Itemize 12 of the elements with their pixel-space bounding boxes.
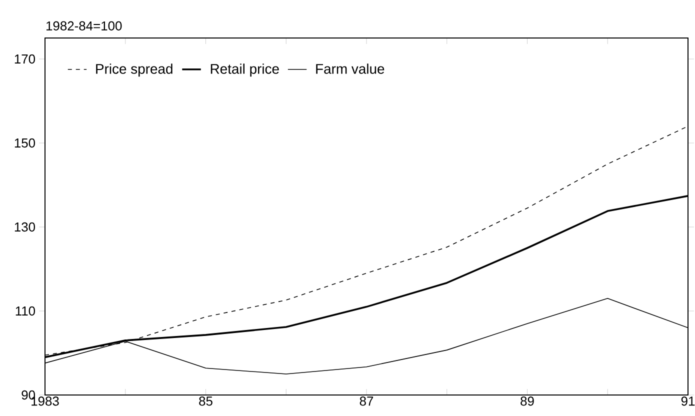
y-tick-label: 150 <box>14 138 36 148</box>
legend-label: Retail price <box>210 64 279 77</box>
x-tick-label: 87 <box>360 396 374 406</box>
y-axis-title: 1982-84=100 <box>46 21 122 30</box>
legend-label: Farm value <box>316 64 384 74</box>
x-tick-label: 85 <box>199 396 212 406</box>
y-tick-label: 170 <box>14 54 36 64</box>
x-tick-label: 89 <box>520 396 534 406</box>
y-tick-label: 130 <box>14 222 36 232</box>
legend-label: Price spread <box>96 64 172 77</box>
x-tick-label: 91 <box>681 396 695 406</box>
y-tick-label: 110 <box>16 306 36 316</box>
